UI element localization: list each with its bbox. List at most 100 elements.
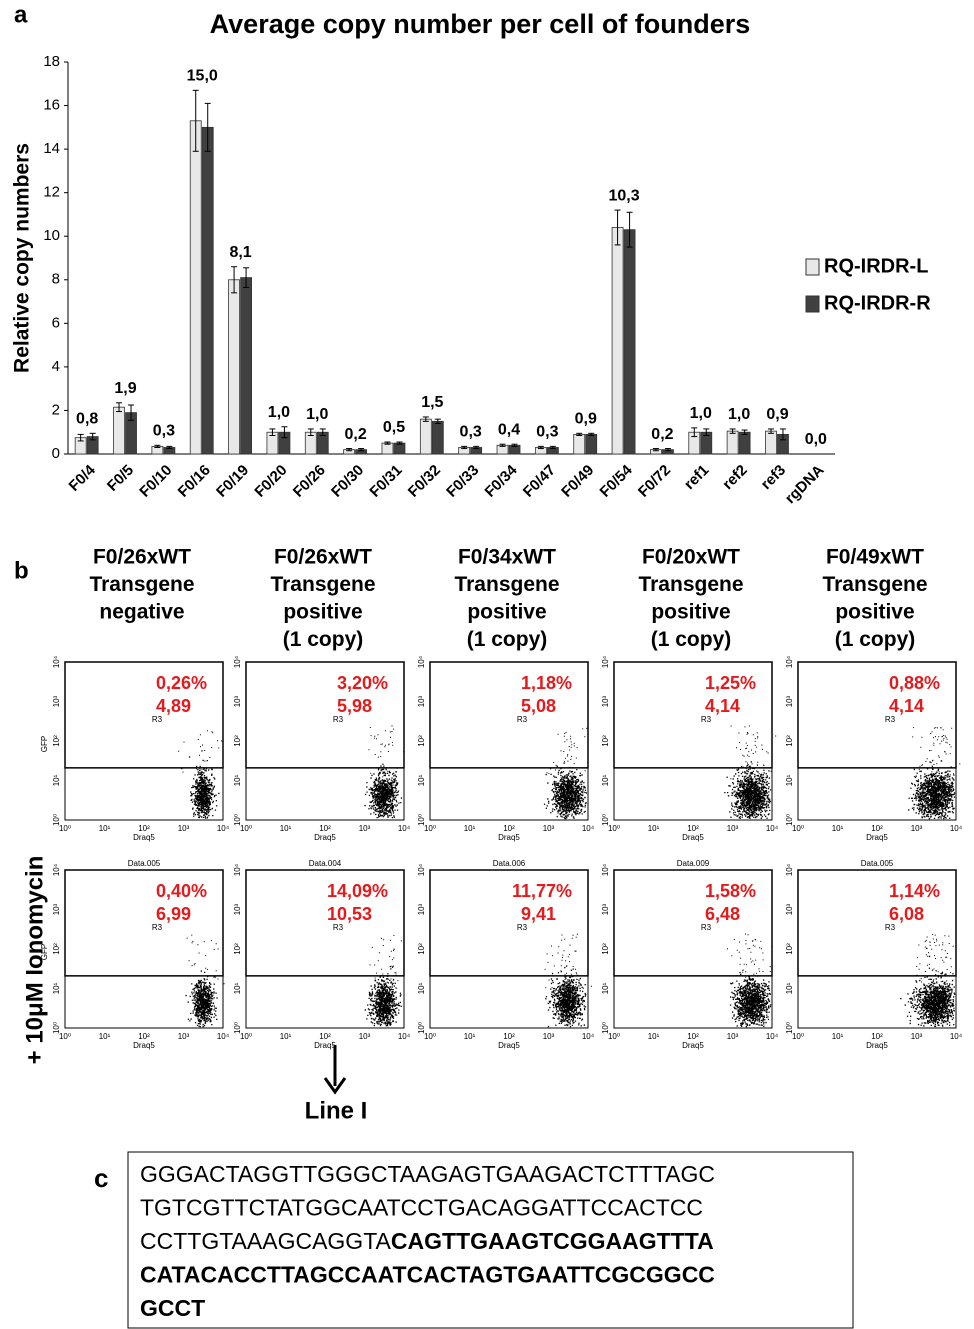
- x-tick-label: 10³: [911, 824, 923, 833]
- y-tick-label: 4: [52, 358, 60, 375]
- value-label: 0,3: [460, 424, 482, 441]
- flow-plot: Data.0091,58%6,48R310⁰10⁰10¹10¹10²10²10³…: [601, 859, 779, 1050]
- bar: [382, 443, 393, 454]
- y-tick-label: 10²: [601, 735, 610, 747]
- sequence-segment: CCTTGTAAAGCAGGTA: [140, 1228, 392, 1254]
- flow-plot: Data.0051,14%6,08R310⁰10⁰10¹10¹10²10²10³…: [785, 859, 963, 1050]
- column-header: Transgene: [89, 573, 194, 596]
- x-tick-label: F0/5: [104, 462, 137, 495]
- y-tick-label: 10⁴: [601, 863, 610, 876]
- y-tick-label: 2: [52, 401, 60, 418]
- value-label: 10,3: [609, 187, 640, 204]
- sequence-segment: GCCT: [140, 1295, 205, 1321]
- chart-title: Average copy number per cell of founders: [210, 9, 751, 39]
- event-cloud: [178, 730, 223, 818]
- y-tick-label: 10⁰: [785, 814, 794, 826]
- x-tick-label: ref1: [681, 462, 712, 493]
- y-tick-label: 10¹: [417, 774, 426, 786]
- sequence-line: CATACACCTTAGCCAATCACTAGTGAATTCGCGGCC: [140, 1262, 715, 1288]
- column-header: (1 copy): [283, 628, 364, 651]
- bar: [574, 434, 585, 454]
- flow-plot: Data.0050,40%6,99R310⁰10⁰10¹10¹10²10²10³…: [40, 859, 230, 1050]
- column-header: (1 copy): [651, 628, 732, 651]
- bar: [420, 419, 431, 454]
- y-tick-label: 10¹: [233, 982, 242, 994]
- value-label: 0,2: [651, 426, 673, 443]
- legend-swatch: [806, 259, 819, 275]
- plot-title: Data.005: [128, 859, 161, 868]
- gate-percent: 14,09%: [327, 881, 388, 901]
- x-axis-label: Draq5: [498, 1041, 520, 1050]
- value-label: 0,3: [153, 423, 175, 440]
- x-tick-label: 10²: [687, 1032, 699, 1041]
- value-label: 1,0: [728, 406, 750, 423]
- x-tick-label: 10¹: [648, 1032, 660, 1041]
- flow-plot: Data.00611,77%9,41R310⁰10⁰10¹10¹10²10²10…: [417, 859, 595, 1050]
- value-label: 1,0: [690, 405, 712, 422]
- flow-plot: 0,88%4,14R310⁰10⁰10¹10¹10²10²10³10³10⁴10…: [785, 655, 963, 842]
- panel-label: c: [94, 1163, 108, 1193]
- x-tick-label: ref2: [719, 462, 750, 493]
- plot-title: Data.004: [309, 859, 342, 868]
- y-tick-label: 10⁰: [601, 814, 610, 826]
- y-tick-label: 10⁴: [233, 863, 242, 876]
- plot-title: Data.009: [677, 859, 710, 868]
- sequence-segment: GGGACTAGGTTGGGCTAAGAGTGAAGACTCTTTAGC: [140, 1161, 715, 1187]
- x-tick-label: 10²: [871, 1032, 883, 1041]
- y-tick-label: 10⁴: [785, 863, 794, 876]
- column-header: positive: [835, 601, 914, 624]
- gate-label: R3: [701, 923, 712, 932]
- y-tick-label: 10¹: [601, 982, 610, 994]
- gate-value: 10,53: [327, 904, 372, 924]
- column-header: F0/49xWT: [826, 546, 924, 569]
- x-tick-label: 10⁴: [766, 824, 779, 833]
- gate-value: 4,14: [705, 696, 740, 716]
- value-label: 0,4: [498, 421, 520, 438]
- y-tick-label: 10²: [417, 735, 426, 747]
- gate-label: R3: [152, 715, 163, 724]
- column-header: (1 copy): [467, 628, 548, 651]
- gate-percent: 11,77%: [512, 881, 572, 901]
- y-tick-label: 10³: [601, 695, 610, 707]
- x-tick-label: 10²: [871, 824, 883, 833]
- gate-value: 6,48: [705, 904, 740, 924]
- x-tick-label: F0/4: [66, 461, 100, 495]
- value-label: 15,0: [187, 68, 218, 85]
- x-tick-label: 10²: [138, 1032, 150, 1041]
- y-tick-label: 10¹: [233, 774, 242, 786]
- event-cloud: [727, 934, 772, 1028]
- value-label: 0,5: [383, 419, 405, 436]
- gate-percent: 1,25%: [705, 673, 756, 693]
- event-cloud: [544, 728, 588, 819]
- x-tick-label: 10³: [911, 1032, 923, 1041]
- y-tick-label: 10⁴: [785, 655, 794, 668]
- sequence-line: TGTCGTTCTATGGCAATCCTGACAGGATTCCACTCC: [140, 1195, 703, 1221]
- x-tick-label: 10¹: [648, 824, 660, 833]
- bar: [765, 431, 776, 454]
- flow-plot: Data.00414,09%10,53R310⁰10⁰10¹10¹10²10²1…: [233, 859, 411, 1050]
- x-tick-label: 10¹: [99, 1032, 111, 1041]
- legend-label: RQ-IRDR-L: [824, 255, 928, 277]
- figure: aAverage copy number per cell of founder…: [0, 0, 974, 1329]
- sequence-line: GCCT: [140, 1295, 205, 1321]
- y-tick-label: 10³: [233, 903, 242, 915]
- gate-percent: 0,40%: [156, 881, 207, 901]
- value-label: 1,9: [114, 380, 136, 397]
- y-tick-label: 10³: [417, 695, 426, 707]
- bar: [190, 121, 201, 454]
- y-tick-label: 10⁴: [417, 655, 426, 668]
- y-tick-label: 10⁰: [233, 814, 242, 826]
- x-tick-label: 10²: [503, 1032, 515, 1041]
- event-cloud: [365, 935, 402, 1027]
- gate-percent: 3,20%: [337, 673, 388, 693]
- y-tick-label: 10³: [417, 903, 426, 915]
- y-tick-label: 10⁰: [785, 1022, 794, 1034]
- x-tick-label: 10²: [138, 824, 150, 833]
- value-label: 0,9: [766, 406, 788, 423]
- event-cloud: [545, 934, 592, 1028]
- x-tick-label: F0/16: [175, 462, 214, 501]
- y-tick-label: 8: [52, 271, 60, 288]
- column-header: F0/20xWT: [642, 546, 740, 569]
- gate-label: R3: [517, 923, 528, 932]
- y-tick-label: 10³: [601, 903, 610, 915]
